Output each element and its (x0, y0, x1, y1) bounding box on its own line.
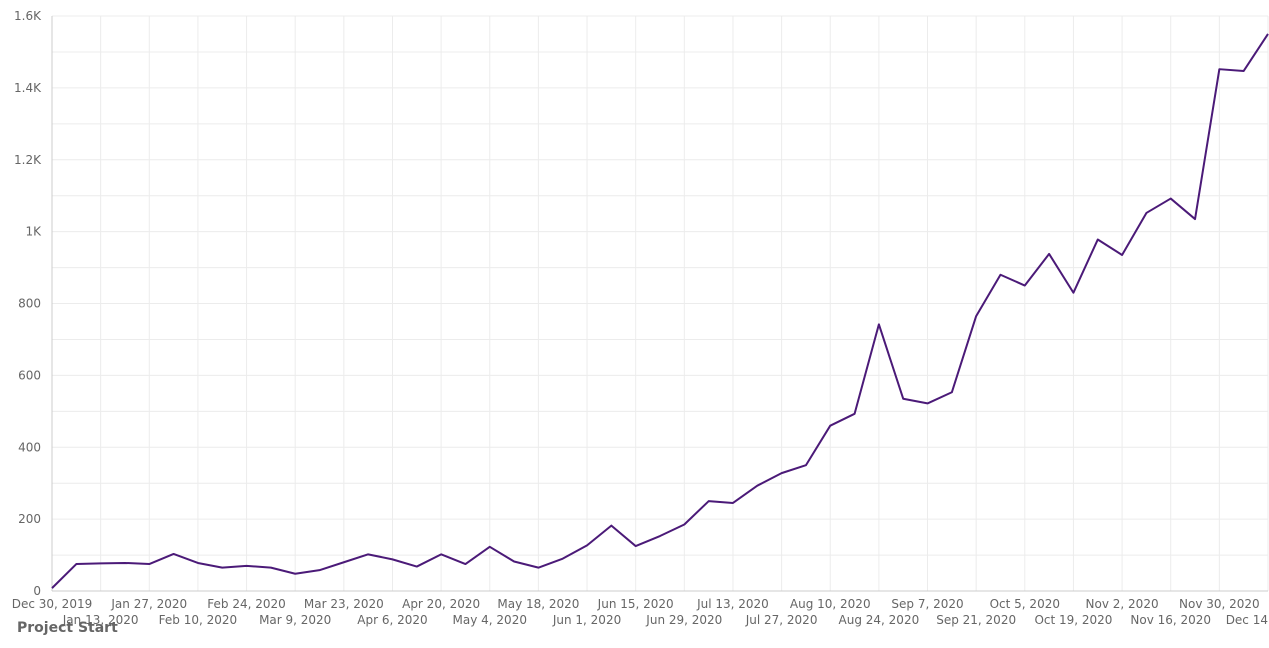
x-tick-label: Oct 19, 2020 (1034, 613, 1112, 627)
y-tick-label: 400 (18, 440, 41, 454)
x-tick-label: Jun 15, 2020 (597, 597, 674, 611)
sessions-series-line (51, 33, 1269, 589)
y-tick-label: 600 (18, 368, 41, 382)
x-tick-label: Oct 5, 2020 (990, 597, 1060, 611)
y-tick-label: 800 (18, 297, 41, 311)
y-tick-label: 1.6K (14, 9, 42, 23)
y-tick-label: 1.2K (14, 153, 42, 167)
y-tick-label: 1.4K (14, 81, 42, 95)
x-tick-label: Mar 23, 2020 (304, 597, 384, 611)
x-tick-label: Mar 9, 2020 (259, 613, 331, 627)
x-tick-label: Feb 24, 2020 (207, 597, 286, 611)
x-tick-label: Aug 10, 2020 (790, 597, 871, 611)
x-tick-label: Jan 27, 2020 (110, 597, 187, 611)
x-tick-label: Jun 1, 2020 (552, 613, 621, 627)
x-tick-label: Aug 24, 2020 (839, 613, 920, 627)
x-tick-label: Sep 21, 2020 (936, 613, 1016, 627)
x-tick-label: Feb 10, 2020 (159, 613, 238, 627)
y-tick-label: 1K (25, 225, 42, 239)
x-tick-label: Jul 27, 2020 (745, 613, 818, 627)
x-tick-label: Apr 6, 2020 (357, 613, 427, 627)
y-tick-label: 200 (18, 512, 41, 526)
x-tick-label: Jan 13, 2020 (62, 613, 139, 627)
series-legend-label: Sessions (90, 0, 151, 4)
x-tick-label: Nov 16, 2020 (1130, 613, 1211, 627)
x-tick-label: Apr 20, 2020 (402, 597, 480, 611)
x-tick-label: May 18, 2020 (497, 597, 579, 611)
y-tick-label: 0 (33, 584, 41, 598)
x-tick-label: Jun 29, 2020 (645, 613, 722, 627)
x-tick-label: Nov 2, 2020 (1086, 597, 1159, 611)
x-tick-label: Sep 7, 2020 (891, 597, 963, 611)
x-tick-label: Dec 14 (1226, 613, 1268, 627)
x-tick-label: Nov 30, 2020 (1179, 597, 1260, 611)
x-tick-label: May 4, 2020 (453, 613, 527, 627)
grid-lines (51, 15, 1269, 592)
x-tick-label: Dec 30, 2019 (12, 597, 92, 611)
x-tick-label: Jul 13, 2020 (696, 597, 769, 611)
project-start-label: Project Start (17, 620, 118, 636)
